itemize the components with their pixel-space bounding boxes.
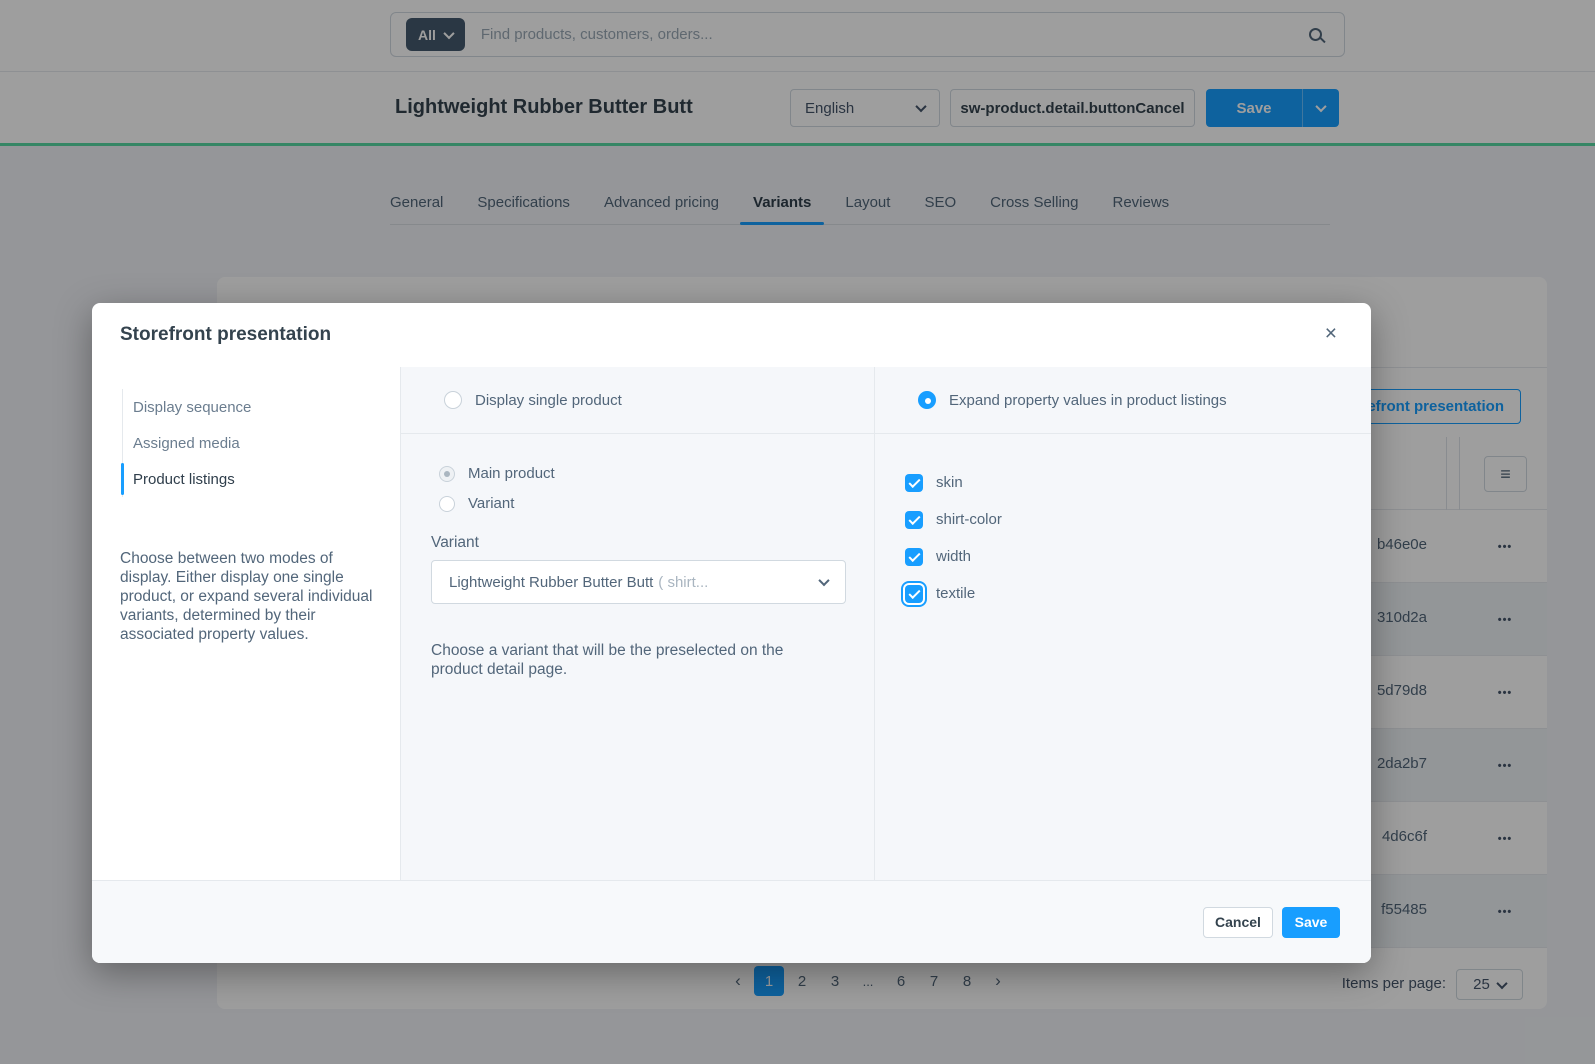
- page-title: Lightweight Rubber Butter Butt: [395, 96, 693, 118]
- single-product-panel: Display single product Main product Vari…: [400, 367, 875, 880]
- property-row-width: width: [905, 538, 1371, 575]
- variant-id: b46e0e: [1376, 536, 1427, 553]
- search-scope-dropdown[interactable]: All: [406, 18, 465, 51]
- product-detail-tabs: General Specifications Advanced pricing …: [390, 181, 1330, 225]
- main-product-option: Main product: [431, 465, 844, 482]
- variant-select-value: Lightweight Rubber Butter Butt: [449, 573, 654, 591]
- tab-general[interactable]: General: [390, 194, 444, 211]
- grid-settings-icon: ≡: [1500, 463, 1511, 484]
- expand-properties-label: Expand property values in product listin…: [949, 391, 1227, 409]
- mode-description: Choose between two modes of display. Eit…: [120, 550, 373, 643]
- textile-checkbox[interactable]: [905, 584, 923, 603]
- modal-sidebar: Display sequence Assigned media Product …: [92, 367, 400, 880]
- pagination-page-7[interactable]: 7: [929, 972, 939, 990]
- variant-select[interactable]: Lightweight Rubber Butter Butt ( shirt..…: [431, 560, 846, 604]
- close-icon[interactable]: ×: [1324, 322, 1337, 345]
- variant-id: 5d79d8: [1376, 682, 1427, 699]
- shirt-color-label: shirt-color: [936, 511, 1002, 528]
- modal-title: Storefront presentation: [120, 324, 332, 345]
- items-per-page-value: 25: [1473, 976, 1490, 993]
- nav-item-assigned-media[interactable]: Assigned media: [133, 434, 240, 452]
- display-single-product-radio[interactable]: [444, 391, 462, 409]
- textile-label: textile: [936, 585, 976, 602]
- shirt-color-checkbox[interactable]: [905, 510, 923, 529]
- tab-cross-selling[interactable]: Cross Selling: [990, 194, 1079, 211]
- main-product-label: Main product: [468, 465, 555, 482]
- save-split-button[interactable]: Save: [1206, 89, 1339, 127]
- top-bar: All: [0, 0, 1595, 72]
- width-label: width: [936, 548, 972, 565]
- save-button[interactable]: Save: [1206, 89, 1302, 127]
- smart-bar: Lightweight Rubber Butter Butt English s…: [0, 72, 1595, 146]
- row-context-menu-button[interactable]: •••: [1497, 832, 1513, 845]
- search-icon[interactable]: [1309, 28, 1322, 41]
- pagination-next-icon[interactable]: ›: [995, 971, 1001, 990]
- pagination: ‹ 1 2 3 ... 6 7 8 ›: [725, 966, 1011, 996]
- tab-reviews[interactable]: Reviews: [1112, 194, 1170, 211]
- tab-layout[interactable]: Layout: [845, 194, 891, 211]
- expand-properties-panel: Expand property values in product listin…: [875, 367, 1371, 880]
- row-context-menu-button[interactable]: •••: [1497, 540, 1513, 553]
- modal-save-button[interactable]: Save: [1282, 906, 1340, 938]
- display-single-product-label: Display single product: [475, 391, 622, 409]
- tab-variants[interactable]: Variants: [739, 181, 825, 225]
- variant-id: 2da2b7: [1376, 755, 1427, 772]
- grid-settings-button[interactable]: ≡: [1484, 456, 1527, 492]
- tab-specifications[interactable]: Specifications: [477, 194, 570, 211]
- modal-header: Storefront presentation ×: [92, 303, 1371, 367]
- storefront-presentation-modal: Storefront presentation × Display sequen…: [92, 303, 1371, 963]
- single-product-option: Display single product: [401, 367, 874, 434]
- variant-helper-text: Choose a variant that will be the presel…: [431, 642, 784, 678]
- expand-properties-radio[interactable]: [918, 391, 936, 409]
- pagination-ellipsis: ...: [862, 973, 874, 989]
- variant-id: f55485: [1381, 901, 1427, 918]
- product-cancel-button[interactable]: sw-product.detail.buttonCancel: [950, 89, 1195, 127]
- variant-id: 310d2a: [1376, 609, 1427, 626]
- pagination-prev-icon[interactable]: ‹: [735, 971, 741, 990]
- language-select-value: English: [805, 99, 855, 117]
- pagination-page-8[interactable]: 8: [962, 972, 972, 990]
- property-row-skin: skin: [905, 464, 1371, 501]
- skin-label: skin: [936, 474, 963, 491]
- skin-checkbox[interactable]: [905, 473, 923, 492]
- search-input[interactable]: [480, 26, 1309, 43]
- nav-item-display-sequence[interactable]: Display sequence: [133, 398, 252, 416]
- modal-footer: Cancel Save: [92, 880, 1371, 963]
- main-product-radio[interactable]: [439, 465, 455, 482]
- variant-id: 4d6c6f: [1381, 828, 1427, 845]
- pagination-page-2[interactable]: 2: [797, 972, 807, 990]
- global-search[interactable]: All: [390, 12, 1345, 57]
- pagination-page-6[interactable]: 6: [896, 972, 906, 990]
- modal-body: Display sequence Assigned media Product …: [92, 367, 1371, 880]
- variant-field-label: Variant: [431, 534, 479, 551]
- items-per-page-select[interactable]: 25: [1456, 969, 1523, 1000]
- property-row-textile: textile: [905, 575, 1371, 612]
- language-select[interactable]: English: [790, 89, 940, 127]
- single-product-settings: Main product Variant Variant Lightweight…: [401, 434, 874, 679]
- row-context-menu-button[interactable]: •••: [1497, 613, 1513, 626]
- tab-advanced-pricing[interactable]: Advanced pricing: [603, 194, 720, 211]
- pagination-page-3[interactable]: 3: [830, 972, 840, 990]
- variant-radio-label: Variant: [468, 495, 515, 512]
- property-checkbox-list: skin shirt-color width textile: [875, 434, 1371, 612]
- chevron-down-icon: [818, 574, 830, 587]
- items-per-page-label: Items per page:: [1341, 975, 1446, 992]
- row-context-menu-button[interactable]: •••: [1497, 905, 1513, 918]
- row-context-menu-button[interactable]: •••: [1497, 759, 1513, 772]
- tab-seo[interactable]: SEO: [924, 194, 957, 211]
- width-checkbox[interactable]: [905, 547, 923, 566]
- search-scope-label: All: [418, 26, 436, 43]
- modal-nav: Display sequence Assigned media Product …: [121, 389, 400, 497]
- expand-properties-option: Expand property values in product listin…: [875, 367, 1371, 434]
- nav-item-product-listings[interactable]: Product listings: [121, 461, 400, 497]
- cancel-button[interactable]: Cancel: [1203, 906, 1273, 938]
- row-context-menu-button[interactable]: •••: [1497, 686, 1513, 699]
- save-context-arrow[interactable]: [1302, 89, 1339, 127]
- variant-select-suffix: ( shirt...: [658, 573, 709, 591]
- pagination-page-1[interactable]: 1: [754, 966, 784, 996]
- property-row-shirt-color: shirt-color: [905, 501, 1371, 538]
- variant-option: Variant: [431, 495, 844, 512]
- variant-radio[interactable]: [439, 495, 455, 512]
